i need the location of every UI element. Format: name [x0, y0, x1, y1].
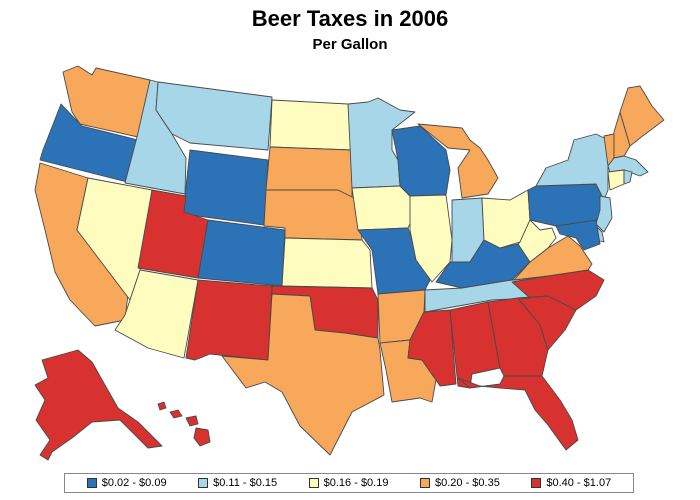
- state-CO: [197, 219, 286, 287]
- legend-label: $0.16 - $0.19: [323, 477, 389, 489]
- legend-swatch-5: [531, 478, 542, 488]
- state-FL: [457, 375, 579, 451]
- state-WY: [182, 149, 269, 226]
- state-IL: [409, 194, 453, 283]
- state-MD: [555, 219, 601, 251]
- legend-label: $0.20 - $0.35: [435, 477, 500, 489]
- legend-label: $0.40 - $1.07: [546, 477, 612, 489]
- map-subtitle: Per Gallon: [312, 36, 388, 53]
- legend-swatch-2: [198, 478, 209, 488]
- us-states-map: [34, 65, 665, 461]
- map-title: Beer Taxes in 2006: [251, 6, 449, 31]
- legend-swatch-4: [420, 478, 430, 488]
- legend-item: $0.20 - $0.35: [420, 477, 500, 489]
- state-WV: [517, 219, 557, 263]
- state-KS: [281, 237, 373, 289]
- state-NM: [185, 279, 273, 361]
- state-RI: [623, 169, 633, 185]
- state-HI: [157, 401, 211, 447]
- legend-item: $0.16 - $0.19: [308, 477, 389, 489]
- state-MT: [155, 81, 273, 151]
- legend-swatch-1: [86, 478, 97, 488]
- state-ND: [269, 99, 353, 151]
- state-NY: [535, 133, 609, 201]
- legend-item: $0.11 - $0.15: [198, 477, 277, 489]
- state-MI: [417, 123, 499, 199]
- legend-item: $0.02 - $0.09: [86, 477, 167, 489]
- state-PA: [527, 183, 605, 227]
- state-TX: [221, 293, 385, 456]
- state-CT: [607, 169, 625, 191]
- map-legend: $0.02 - $0.09 $0.11 - $0.15 $0.16 - $0.1…: [64, 473, 634, 493]
- legend-label: $0.02 - $0.09: [101, 477, 167, 489]
- state-MS: [407, 309, 457, 387]
- legend-item: $0.40 - $1.07: [531, 477, 611, 489]
- state-AK: [34, 349, 163, 461]
- state-NJ: [595, 195, 613, 233]
- legend-label: $0.11 - $0.15: [213, 477, 278, 489]
- legend-swatch-3: [308, 478, 319, 488]
- state-ME: [619, 85, 665, 147]
- state-NH: [613, 111, 631, 159]
